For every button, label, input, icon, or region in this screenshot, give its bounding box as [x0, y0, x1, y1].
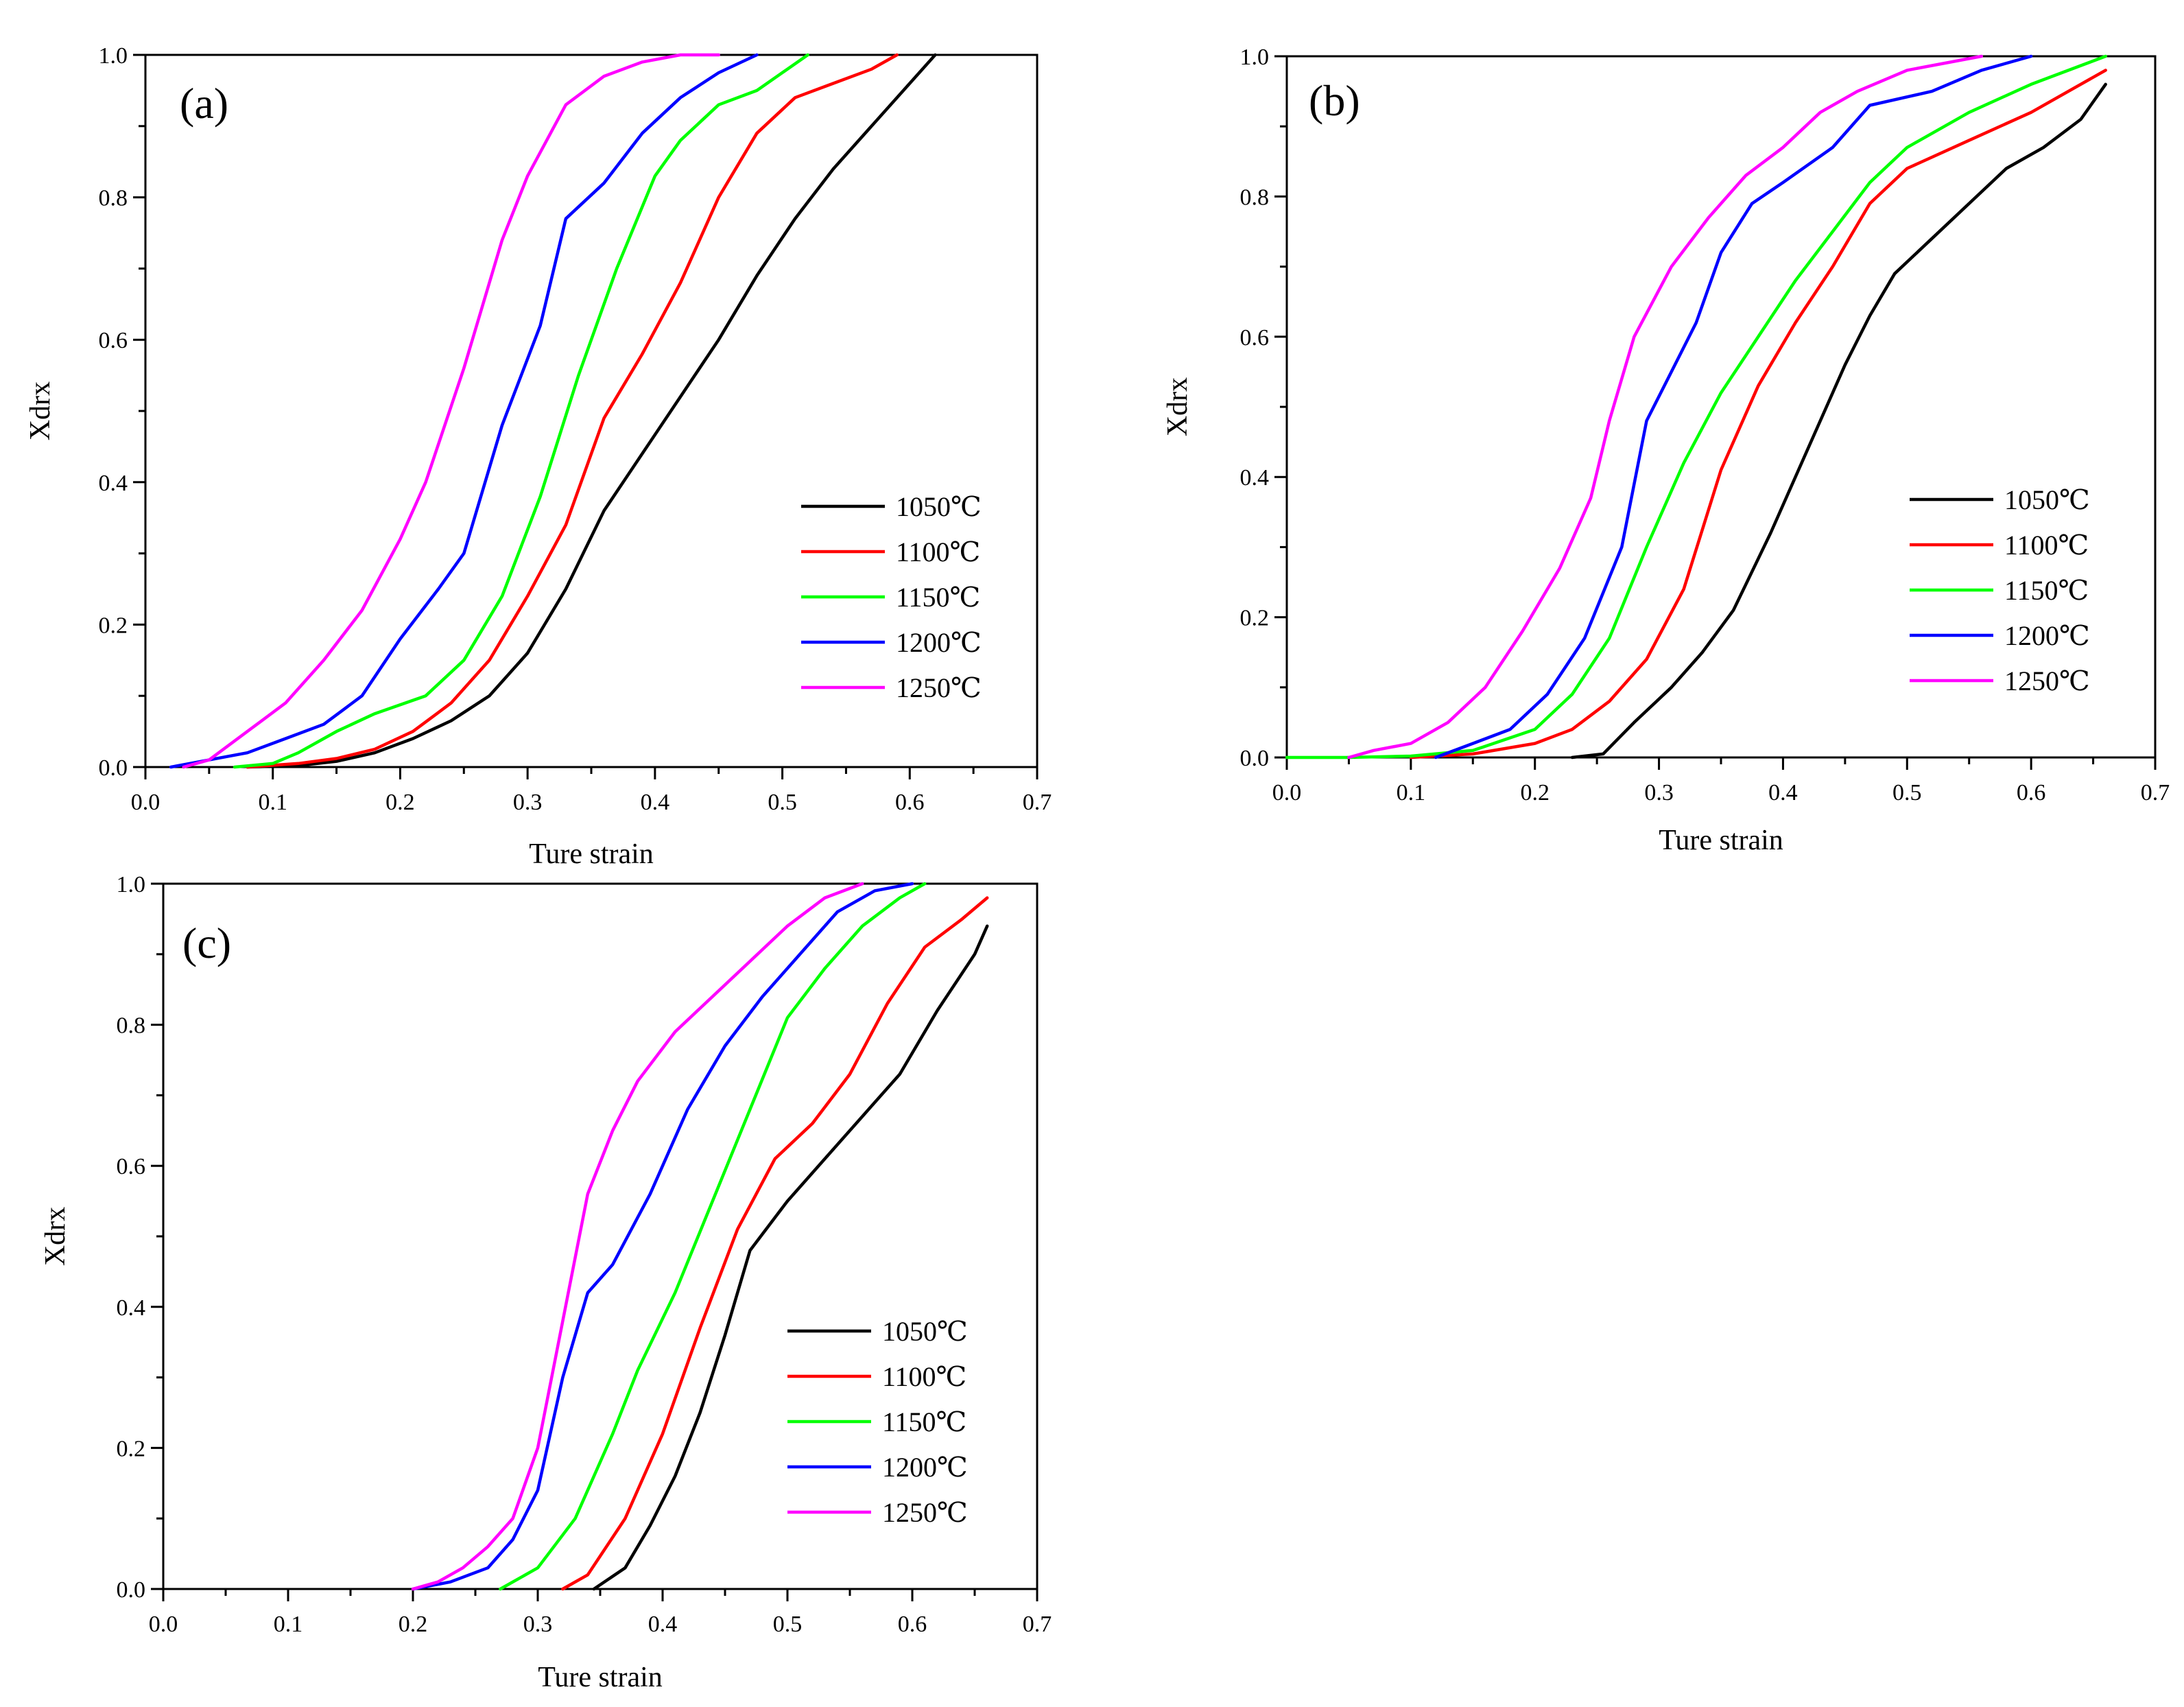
x-tick-label: 0.5: [773, 1612, 803, 1637]
series-line-4: [169, 53, 759, 769]
y-tick-label: 0.4: [99, 471, 128, 496]
legend-label: 1150℃: [882, 1406, 966, 1437]
legend-label: 1200℃: [2004, 620, 2090, 651]
chart-panel-b: 0.0 0.1 0.2 0.3 0.4 0.5 0.6 0.7 0.0 0.2 0.4 0.6 0.8 1…: [1162, 45, 2170, 856]
series-line-5: [1347, 54, 1984, 760]
series-line-3: [1285, 54, 2107, 760]
x-tick-label: 0.2: [399, 1612, 428, 1637]
chart-panel-c: 0.0 0.1 0.2 0.3 0.4 0.5 0.6 0.7 0.0 0.2 0.4 0.6 0.8 1…: [40, 872, 1052, 1693]
series-line-2: [561, 896, 989, 1591]
legend: 1050℃ 1100℃ 1150℃ 1200℃ 1250℃: [1910, 484, 2090, 696]
x-tick-label: 0.3: [523, 1612, 553, 1637]
series-line-3: [233, 53, 809, 769]
x-tick-label: 0.1: [1397, 780, 1426, 805]
x-tick-label: 0.0: [131, 790, 161, 815]
x-tick-label: 0.1: [274, 1612, 303, 1637]
y-tick-label: 0.4: [117, 1295, 146, 1321]
legend-label: 1050℃: [896, 491, 982, 522]
x-tick-label: 0.4: [1768, 780, 1798, 805]
legend-label: 1250℃: [2004, 666, 2090, 696]
legend: 1050℃ 1100℃ 1150℃ 1200℃ 1250℃: [787, 1316, 968, 1528]
x-tick-label: 0.7: [1023, 790, 1052, 815]
x-tick-label: 0.2: [385, 790, 415, 815]
y-tick-label: 0.6: [99, 328, 128, 353]
y-tick-label: 0.8: [1240, 185, 1270, 210]
legend-label: 1150℃: [896, 582, 980, 613]
y-tick-label: 1.0: [1240, 45, 1270, 70]
y-tick-label: 0.6: [1240, 325, 1270, 351]
legend: 1050℃ 1100℃ 1150℃ 1200℃ 1250℃: [801, 491, 982, 703]
y-tick-label: 0.2: [1240, 606, 1270, 631]
plot-frame: [144, 54, 1038, 768]
legend-label: 1100℃: [2004, 530, 2089, 561]
x-tick-label: 0.0: [149, 1612, 178, 1637]
y-tick-label: 0.0: [99, 755, 128, 781]
x-tick-label: 0.3: [513, 790, 543, 815]
x-tick-label: 0.6: [898, 1612, 927, 1637]
x-axis-label: Ture strain: [529, 838, 654, 870]
legend-label: 1100℃: [882, 1361, 966, 1392]
y-tick-label: 0.2: [117, 1436, 146, 1461]
x-tick-label: 0.1: [258, 790, 287, 815]
series-line-5: [411, 882, 864, 1591]
x-tick-label: 0.7: [1023, 1612, 1052, 1637]
panel-label: (b): [1309, 76, 1360, 125]
y-tick-label: 1.0: [117, 872, 146, 897]
series-line-1: [1570, 82, 2107, 760]
y-tick-label: 0.8: [117, 1013, 146, 1039]
legend-label: 1200℃: [896, 627, 982, 658]
y-tick-label: 1.0: [99, 43, 128, 69]
legend-label: 1250℃: [896, 672, 982, 703]
panel-label: (c): [182, 919, 231, 967]
y-axis-label: Xdrx: [25, 381, 56, 440]
x-tick-label: 0.7: [2141, 780, 2170, 805]
y-axis-label: Xdrx: [40, 1207, 71, 1266]
series-line-1: [592, 924, 989, 1591]
series-line-2: [1409, 69, 2107, 760]
x-axis-label: Ture strain: [1659, 825, 1783, 856]
y-tick-label: 0.0: [1240, 746, 1270, 771]
x-tick-label: 0.6: [895, 790, 925, 815]
legend-label: 1150℃: [2004, 575, 2089, 606]
legend-label: 1050℃: [882, 1316, 968, 1347]
plot-frame: [162, 882, 1038, 1590]
y-tick-label: 0.8: [99, 186, 128, 211]
series-line-1: [246, 53, 937, 769]
y-axis-label: Xdrx: [1162, 377, 1194, 436]
x-tick-label: 0.4: [648, 1612, 678, 1637]
x-tick-label: 0.3: [1644, 780, 1674, 805]
series-line-2: [246, 53, 899, 769]
panel-label: (a): [180, 79, 228, 128]
x-axis-label: Ture strain: [538, 1662, 663, 1693]
series-line-5: [182, 53, 720, 769]
y-tick-label: 0.0: [117, 1577, 146, 1603]
legend-label: 1200℃: [882, 1452, 968, 1483]
legend-label: 1250℃: [882, 1497, 968, 1528]
series-line-4: [1434, 54, 2033, 760]
y-tick-label: 0.2: [99, 613, 128, 638]
x-tick-label: 0.0: [1272, 780, 1302, 805]
chart-panel-a: 0.0 0.1 0.2 0.3 0.4 0.5 0.6 0.7 0.0 0.2 0.4 0.6 0.8 1…: [25, 43, 1052, 870]
y-tick-label: 0.6: [117, 1154, 146, 1179]
plot-frame: [1285, 55, 2157, 759]
x-tick-label: 0.5: [1892, 780, 1922, 805]
series-line-4: [411, 882, 914, 1591]
series-line-3: [499, 882, 927, 1591]
x-tick-label: 0.4: [641, 790, 670, 815]
x-tick-label: 0.2: [1520, 780, 1550, 805]
x-tick-label: 0.5: [768, 790, 797, 815]
y-tick-label: 0.4: [1240, 465, 1270, 491]
legend-label: 1100℃: [896, 537, 980, 567]
x-tick-label: 0.6: [2017, 780, 2046, 805]
legend-label: 1050℃: [2004, 484, 2090, 515]
